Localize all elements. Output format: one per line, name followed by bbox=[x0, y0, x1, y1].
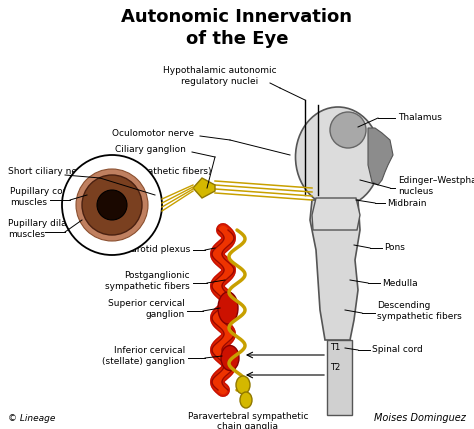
Text: Pupillary constrictor
muscles: Pupillary constrictor muscles bbox=[10, 187, 101, 207]
Ellipse shape bbox=[218, 292, 238, 324]
Ellipse shape bbox=[221, 345, 239, 371]
Text: Short ciliary nerves (parasympathetic fibers): Short ciliary nerves (parasympathetic fi… bbox=[8, 167, 211, 176]
Text: Midbrain: Midbrain bbox=[387, 199, 427, 208]
Circle shape bbox=[62, 155, 162, 255]
Circle shape bbox=[97, 190, 127, 220]
Text: Medulla: Medulla bbox=[382, 278, 418, 287]
Text: Moises Dominguez: Moises Dominguez bbox=[374, 413, 466, 423]
Text: Spinal cord: Spinal cord bbox=[372, 345, 423, 354]
Ellipse shape bbox=[295, 107, 381, 207]
Circle shape bbox=[330, 112, 366, 148]
Circle shape bbox=[82, 175, 142, 235]
Ellipse shape bbox=[236, 376, 250, 394]
Text: Inferior cervical
(stellate) ganglion: Inferior cervical (stellate) ganglion bbox=[102, 346, 185, 366]
Text: Autonomic Innervation: Autonomic Innervation bbox=[121, 8, 353, 26]
Polygon shape bbox=[368, 128, 393, 185]
Text: T1: T1 bbox=[330, 343, 340, 352]
Bar bbox=[327, 340, 352, 415]
Circle shape bbox=[76, 169, 148, 241]
Text: Pupillary dilator
muscles: Pupillary dilator muscles bbox=[8, 219, 80, 239]
Ellipse shape bbox=[240, 392, 252, 408]
Text: © Lineage: © Lineage bbox=[8, 414, 55, 423]
Text: Hypothalamic autonomic
regulatory nuclei: Hypothalamic autonomic regulatory nuclei bbox=[163, 66, 277, 86]
Text: T2: T2 bbox=[330, 363, 340, 372]
Text: Pons: Pons bbox=[384, 244, 405, 253]
Polygon shape bbox=[310, 200, 360, 340]
Text: Ciliary ganglion: Ciliary ganglion bbox=[115, 145, 185, 154]
Text: Descending
sympathetic fibers: Descending sympathetic fibers bbox=[377, 301, 462, 321]
Text: Paravertebral sympathetic
chain ganglia: Paravertebral sympathetic chain ganglia bbox=[188, 412, 308, 429]
Polygon shape bbox=[193, 178, 215, 198]
Polygon shape bbox=[312, 198, 360, 230]
Text: Oculomotor nerve: Oculomotor nerve bbox=[112, 129, 194, 138]
Text: Superior cervical
ganglion: Superior cervical ganglion bbox=[108, 299, 185, 319]
Text: Edinger–Westphal
nucleus: Edinger–Westphal nucleus bbox=[398, 176, 474, 196]
Text: Thalamus: Thalamus bbox=[398, 114, 442, 123]
Text: of the Eye: of the Eye bbox=[186, 30, 288, 48]
Text: Carotid plexus: Carotid plexus bbox=[125, 245, 190, 254]
Text: Postganglionic
sympathetic fibers: Postganglionic sympathetic fibers bbox=[105, 271, 190, 291]
